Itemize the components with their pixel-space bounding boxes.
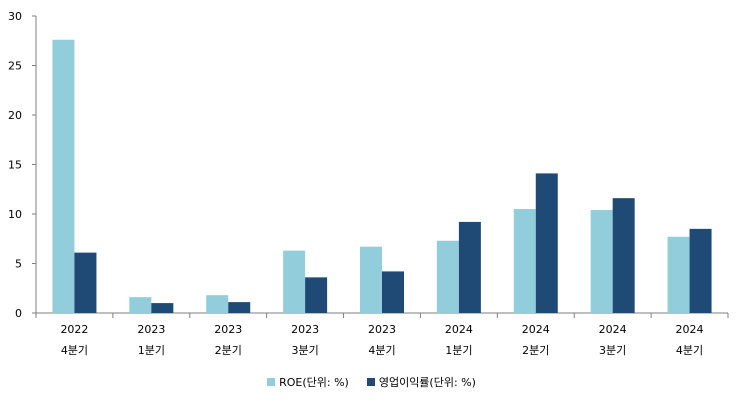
x-axis: 2022 4분기 2023 1분기 2023 2분기 2023 3분기 2023 4분기 2024 1… [35,312,729,357]
legend-swatch-operating-margin [366,378,375,386]
y-tick-label: 0 [15,307,22,320]
x-tick-label-quarter: 4분기 [676,344,703,357]
x-tick-label-year: 2024 [445,323,473,336]
bar-roe [283,250,306,313]
bar-roe [436,240,459,313]
x-tick-label-quarter: 4분기 [368,344,395,357]
x-tick-label-year: 2023 [291,323,319,336]
bar-operating-margin [382,271,404,313]
y-tick-label: 30 [8,10,22,23]
legend: ROE(단위: %) 영업이익률(단위: %) [0,372,743,392]
bar-operating-margin [228,302,251,313]
y-tick-label: 10 [8,208,22,221]
y-tick-label: 20 [8,109,22,122]
y-tick-label: 15 [8,159,22,172]
bar-operating-margin [151,303,174,313]
bar-roe [513,209,536,313]
x-tick-label-quarter: 4분기 [61,344,88,357]
legend-item-operating-margin: 영업이익률(단위: %) [366,374,476,390]
bar-operating-margin [305,277,328,313]
x-tick-label-quarter: 1분기 [445,344,472,357]
bar-roe [360,246,382,313]
x-tick-label-year: 2022 [60,323,88,336]
x-tick-label-year: 2023 [368,323,396,336]
x-tick-label-quarter: 2분기 [522,344,549,357]
x-tick-label-quarter: 2분기 [215,344,242,357]
bar-operating-margin [74,252,97,313]
bar-roe [667,236,690,313]
x-tick-label-year: 2024 [522,323,550,336]
x-tick-label-year: 2024 [599,323,627,336]
y-axis: 0 5 10 15 20 25 30 [8,10,37,320]
legend-label-operating-margin: 영업이익률(단위: %) [378,376,476,389]
x-tick-label-year: 2023 [214,323,242,336]
x-tick-label-quarter: 3분기 [291,344,318,357]
bar-roe [206,295,229,313]
x-tick-label-quarter: 1분기 [138,344,165,357]
bar-roe [129,297,152,313]
bar-roe [590,210,613,313]
bar-roe [52,39,75,313]
bar-operating-margin [458,221,481,313]
bar-operating-margin [689,228,712,313]
y-tick-label: 25 [8,60,22,73]
bars [52,39,712,313]
bar-operating-margin [535,173,558,313]
x-tick-label-year: 2023 [137,323,165,336]
bar-operating-margin [612,198,635,313]
legend-label-roe: ROE(단위: %) [279,376,349,389]
x-tick-label-year: 2024 [676,323,704,336]
x-tick-label-quarter: 3분기 [599,344,626,357]
y-tick-label: 5 [15,258,22,271]
legend-item-roe: ROE(단위: %) [267,374,349,390]
legend-swatch-roe [267,378,276,386]
